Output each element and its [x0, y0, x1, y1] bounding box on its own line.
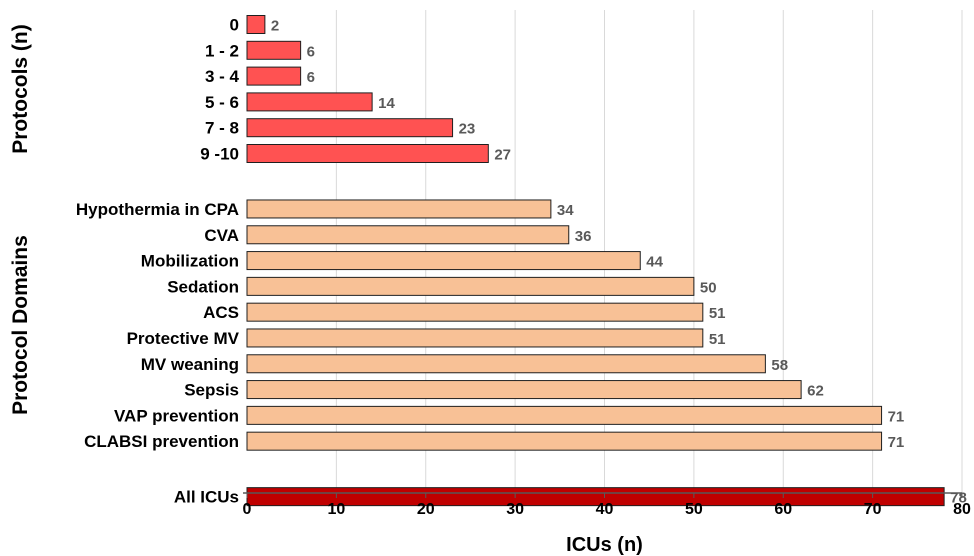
category-label: Sedation [167, 277, 239, 296]
bars [246, 15, 945, 507]
group-titles: Protocols (n) Protocol Domains [9, 24, 32, 415]
category-label: Mobilization [141, 252, 239, 271]
category-label: All ICUs [174, 488, 239, 507]
category-label: Sepsis [184, 381, 239, 400]
value-label: 6 [307, 43, 315, 60]
category-label: 5 - 6 [205, 93, 239, 112]
bar [246, 15, 266, 34]
bar [246, 92, 373, 112]
x-tick-label: 60 [774, 501, 792, 518]
category-label: VAP prevention [114, 406, 239, 425]
bar [246, 354, 766, 374]
x-tick-label: 0 [243, 501, 252, 518]
category-label: 3 - 4 [205, 67, 240, 86]
value-label: 50 [700, 279, 717, 296]
x-axis-title: ICUs (n) [566, 534, 643, 556]
x-tick-label: 10 [327, 501, 345, 518]
x-tick-label: 70 [864, 501, 882, 518]
bar [246, 328, 704, 348]
bar [246, 225, 570, 245]
value-label: 34 [557, 202, 574, 219]
value-label: 71 [888, 408, 905, 425]
bar [246, 405, 883, 425]
x-tick-labels: 0 10 20 30 40 50 60 70 80 [243, 493, 971, 518]
value-label: 71 [888, 434, 905, 451]
category-label: 0 [230, 16, 239, 35]
bar [246, 118, 454, 138]
bar [246, 431, 883, 451]
value-label: 14 [378, 95, 395, 112]
category-label: 9 -10 [200, 145, 239, 164]
bar [246, 199, 552, 219]
x-tick-label: 80 [953, 501, 971, 518]
group-title: Protocols (n) [9, 24, 32, 154]
x-tick-label: 50 [685, 501, 703, 518]
category-label: CLABSI prevention [84, 432, 239, 451]
x-tick-label: 40 [596, 501, 614, 518]
category-label: MV weaning [141, 355, 239, 374]
bar [246, 276, 695, 296]
group-title: Protocol Domains [9, 235, 32, 415]
bar [246, 144, 489, 163]
bar [246, 66, 302, 86]
value-label: 44 [646, 254, 663, 271]
bar [246, 380, 802, 400]
bar [246, 302, 704, 322]
value-label: 58 [771, 357, 788, 374]
bar [246, 251, 641, 271]
value-label: 36 [575, 228, 592, 245]
x-tick-label: 30 [506, 501, 524, 518]
value-label: 62 [807, 383, 824, 400]
x-tick-label: 20 [417, 501, 435, 518]
bar [246, 40, 302, 60]
value-label: 23 [459, 121, 476, 138]
value-label: 6 [307, 69, 315, 86]
value-label: 27 [494, 147, 511, 164]
value-label: 51 [709, 305, 726, 322]
category-label: Hypothermia in CPA [76, 200, 239, 219]
category-label: 1 - 2 [205, 41, 239, 60]
category-labels: 0 1 - 2 3 - 4 5 - 6 7 - 8 9 -10 Hypothermia in… [76, 16, 240, 507]
category-label: CVA [204, 226, 239, 245]
value-label: 2 [271, 18, 279, 35]
value-label: 78 [950, 490, 967, 507]
category-label: ACS [203, 303, 239, 322]
value-label: 51 [709, 331, 726, 348]
category-label: Protective MV [127, 329, 240, 348]
category-label: 7 - 8 [205, 119, 239, 138]
